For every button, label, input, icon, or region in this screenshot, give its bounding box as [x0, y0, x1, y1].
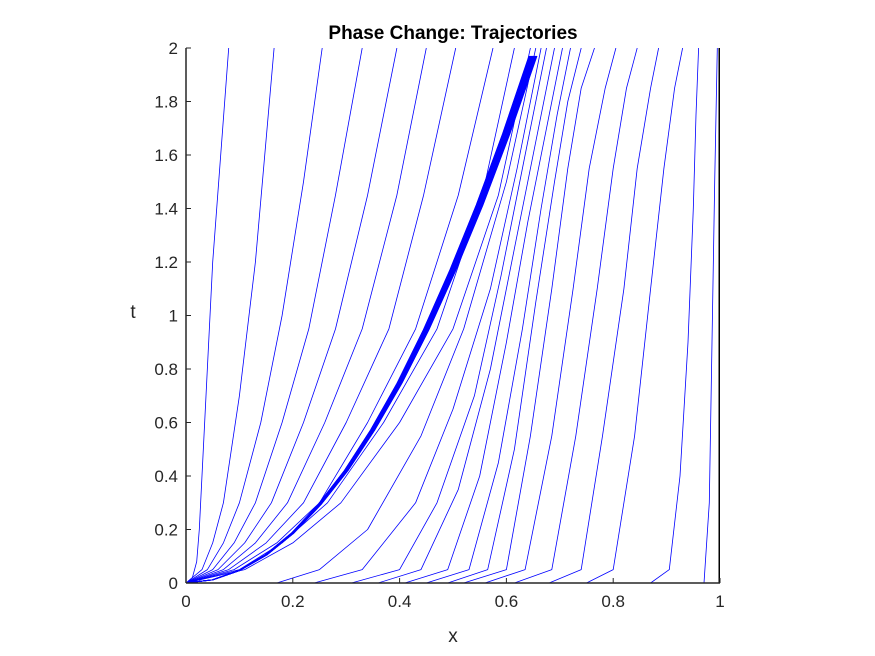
y-tick-label: 0.8 — [154, 360, 178, 379]
phase-front-line-23 — [186, 55, 536, 583]
y-tick-label: 1 — [169, 307, 178, 326]
trajectory-line-1 — [186, 48, 230, 583]
trajectory-line-14 — [378, 48, 555, 583]
y-tick-label: 2 — [169, 39, 178, 58]
phase-front-line-10 — [186, 55, 532, 583]
trajectory-line-10 — [186, 48, 531, 583]
x-tick-label: 1 — [715, 592, 724, 611]
y-tick-label: 0.6 — [154, 414, 178, 433]
trajectory-line-20 — [514, 48, 638, 583]
trajectory-line-13 — [351, 48, 547, 583]
x-axis-label: x — [448, 626, 458, 647]
chart-title: Phase Change: Trajectories — [328, 23, 577, 44]
x-tick-label: 0.8 — [601, 592, 625, 611]
phase-front-line-12 — [186, 55, 533, 583]
trajectory-line-7 — [186, 48, 457, 583]
phase-front-line-9 — [186, 55, 532, 583]
y-tick-label: 1.4 — [154, 200, 178, 219]
phase-front-line-13 — [186, 55, 533, 583]
trajectory-line-8 — [186, 48, 494, 583]
trajectory-line-18 — [463, 48, 595, 583]
trajectory-line-3 — [186, 48, 323, 583]
phase-front-line-8 — [186, 55, 532, 583]
y-tick-label: 0 — [169, 574, 178, 593]
x-tick-label: 0.6 — [495, 592, 519, 611]
trajectory-line-17 — [447, 48, 582, 583]
phase-front-line-22 — [186, 55, 536, 583]
trajectory-line-12 — [314, 48, 542, 583]
y-tick-label: 0.4 — [154, 467, 178, 486]
phase-front-line-6 — [186, 55, 531, 583]
x-tick-label: 0 — [181, 592, 190, 611]
trajectory-line-6 — [186, 48, 427, 583]
phase-front-line-4 — [186, 55, 531, 583]
trajectory-line-22 — [586, 48, 683, 583]
trajectory-line-24 — [703, 48, 718, 583]
trajectory-line-4 — [186, 48, 363, 583]
phase-front-line-1 — [186, 55, 530, 583]
phase-front-line-25 — [186, 55, 537, 583]
phase-front-line-26 — [186, 55, 537, 583]
phase-front-line-2 — [186, 55, 530, 583]
axes: 0 0.2 0.4 0.6 0.8 1 0 0.2 0.4 0.6 0.8 1 1.2 1.4 1.6 1.8… — [154, 39, 724, 611]
x-tick-label: 0.4 — [388, 592, 412, 611]
phase-front-line-7 — [186, 55, 532, 583]
phase-front-line-24 — [186, 55, 536, 583]
trajectory-line-16 — [426, 48, 571, 583]
y-axis-label: t — [130, 302, 136, 323]
phase-front-line-18 — [186, 55, 535, 583]
phase-front-line-3 — [186, 55, 530, 583]
phase-front-line-20 — [186, 55, 535, 583]
y-tick-label: 1.2 — [154, 253, 178, 272]
trajectory-line-11 — [276, 48, 537, 583]
trajectory-line-21 — [548, 48, 659, 583]
trajectory-line-15 — [404, 48, 563, 583]
trajectory-line-19 — [484, 48, 617, 583]
trajectory-line-5 — [186, 48, 398, 583]
y-tick-label: 0.2 — [154, 521, 178, 540]
plot-area — [186, 48, 720, 583]
trajectory-line-9 — [186, 48, 515, 583]
phase-front-line-5 — [186, 55, 531, 583]
phase-front-line-11 — [186, 55, 533, 583]
phase-front-line-30 — [186, 55, 538, 583]
y-tick-label: 1.8 — [154, 93, 178, 112]
trajectory-line-23 — [650, 48, 699, 583]
phase-front-line-19 — [186, 55, 535, 583]
trajectory-line-2 — [186, 48, 275, 583]
x-tick-label: 0.2 — [281, 592, 305, 611]
phase-front-line-21 — [186, 55, 535, 583]
y-tick-label: 1.6 — [154, 146, 178, 165]
phase-front-line-17 — [186, 55, 534, 583]
